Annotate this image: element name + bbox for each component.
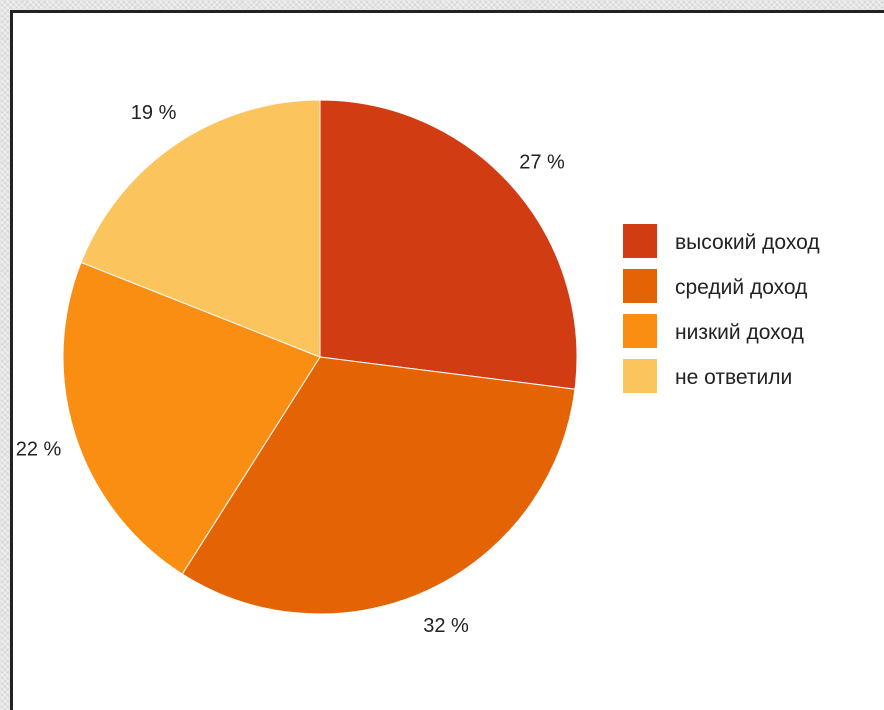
legend-label-3: низкий доход <box>675 321 804 344</box>
slice-labels: 27 % 32 % 22 % 19 % <box>16 102 565 637</box>
legend-swatch-2 <box>623 269 657 303</box>
slice-value-label-1: 27 % <box>519 151 565 173</box>
legend-swatch-1 <box>623 224 657 258</box>
pie-slice-2 <box>181 356 576 615</box>
pie-chart: 27 % 32 % 22 % 19 % высокий доход средий дох… <box>16 99 820 637</box>
legend-label-2: средий доход <box>675 276 807 299</box>
pie-slice-4 <box>80 99 321 358</box>
legend: высокий доход средий доход низкий доход не … <box>623 224 820 393</box>
pie-slice-1 <box>319 99 578 390</box>
slice-value-label-3: 22 % <box>16 439 62 461</box>
legend-label-4: не ответили <box>675 366 792 389</box>
slice-value-label-2: 32 % <box>423 615 469 637</box>
chart-panel: 27 % 32 % 22 % 19 % высокий доход средий дох… <box>10 10 884 710</box>
pie-slices <box>62 99 578 615</box>
legend-label-1: высокий доход <box>675 231 820 254</box>
slice-value-label-4: 19 % <box>131 102 177 124</box>
pie-slice-3 <box>62 261 321 575</box>
legend-swatch-4 <box>623 359 657 393</box>
legend-swatch-3 <box>623 314 657 348</box>
